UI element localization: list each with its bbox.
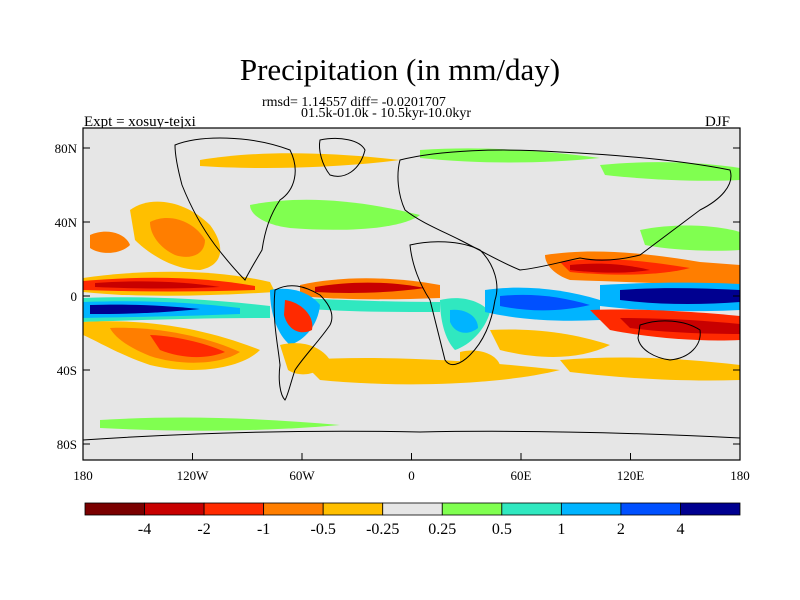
colorbar-label: -0.5 <box>311 521 336 538</box>
colorbar-label: 1 <box>557 521 565 538</box>
precip-anomaly-field <box>83 148 740 431</box>
lat-label-0: 0 <box>71 289 78 304</box>
colorbar-swatch <box>263 502 324 516</box>
lon-axis <box>82 453 741 460</box>
colorbar-swatch <box>560 502 622 516</box>
lon-label-60w: 60W <box>289 468 315 483</box>
lon-label-0: 0 <box>408 468 415 483</box>
colorbar-swatch <box>84 502 145 516</box>
lat-label-80s: 80S <box>57 437 77 452</box>
colorbar-label: -4 <box>138 521 151 538</box>
colorbar-label: 0.25 <box>428 521 456 538</box>
colorbar-label: 4 <box>676 521 684 538</box>
lat-label-40s: 40S <box>57 363 77 378</box>
colorbar-label: 0.5 <box>492 521 512 538</box>
colorbar-label: -1 <box>257 521 270 538</box>
lat-axis <box>83 147 740 445</box>
colorbar-label: -2 <box>197 521 210 538</box>
lon-label-60e: 60E <box>511 468 532 483</box>
colorbar-swatch <box>441 502 503 516</box>
colorbar-swatch <box>144 502 205 516</box>
colorbar-label: -0.25 <box>366 521 399 538</box>
colorbar-swatch <box>322 502 384 516</box>
colorbar-swatch <box>382 502 443 516</box>
colorbar-labels: -4 -2 -1 -0.5 -0.25 0.25 0.5 1 2 4 <box>138 521 685 538</box>
colorbar-label: 2 <box>617 521 625 538</box>
colorbar-swatch <box>203 502 265 516</box>
colorbar-swatch <box>501 502 562 516</box>
colorbar-swatch <box>620 502 681 516</box>
colorbar <box>84 502 741 516</box>
stats-period: 01.5k-01.0k - 10.5kyr-10.0kyr <box>301 106 472 121</box>
lon-label-120w: 120W <box>177 468 210 483</box>
experiment-label: Expt = xosuy-tejxi <box>84 114 196 130</box>
colorbar-swatch <box>680 502 741 516</box>
lon-label-180e: 180 <box>730 468 750 483</box>
stats-rmsd-diff: rmsd= 1.14557 diff= -0.0201707 <box>262 95 446 110</box>
lat-label-40n: 40N <box>55 215 78 230</box>
coastlines <box>83 137 740 441</box>
lon-label-120e: 120E <box>617 468 645 483</box>
plot-title: Precipitation (in mm/day) <box>239 52 561 87</box>
season-label: DJF <box>705 114 731 130</box>
lat-label-80n: 80N <box>55 141 78 156</box>
lon-label-180w: 180 <box>73 468 93 483</box>
